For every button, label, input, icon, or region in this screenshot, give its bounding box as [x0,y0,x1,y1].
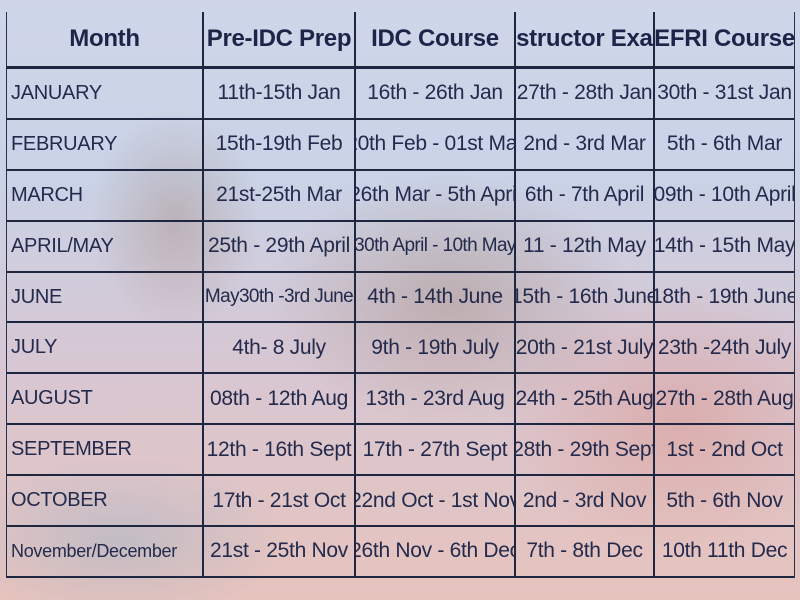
efri-course-cell: 30th - 31st Jan [653,69,794,120]
efri-course-cell: 5th - 6th Nov [653,476,794,528]
instructor-exam-cell: 6th - 7th April [514,170,653,222]
instructor-exam-cell: 7th - 8th Dec [514,527,653,578]
column-header-pre-idc-prep: Pre-IDC Prep [202,12,354,69]
pre-idc-prep-cell: 17th - 21st Oct [202,476,354,528]
pre-idc-prep-cell: May30th -3rd June [202,272,354,324]
month-cell: OCTOBER [7,476,202,528]
pre-idc-prep-cell: 21st - 25th Nov [202,527,354,578]
efri-course-cell: 09th - 10th April [653,170,794,222]
idc-course-cell: 16th - 26th Jan [354,69,514,120]
idc-course-cell: 4th - 14th June [354,272,514,324]
month-cell: SEPTEMBER [7,425,202,477]
idc-course-cell: 26th Mar - 5th April [354,170,514,222]
instructor-exam-cell: 11 - 12th May [514,221,653,273]
pre-idc-prep-cell: 12th - 16th Sept [202,425,354,477]
month-cell: JANUARY [7,69,202,120]
month-cell: JULY [7,323,202,375]
idc-course-cell: 13th - 23rd Aug [354,374,514,426]
efri-course-cell: 5th - 6th Mar [653,119,794,171]
idc-course-cell: 20th Feb - 01st Mar [354,119,514,171]
instructor-exam-cell: 28th - 29th Sept [514,425,653,477]
column-header-efri-course: EFRI Course [653,12,794,69]
instructor-exam-cell: 15th - 16th June [514,272,653,324]
pre-idc-prep-cell: 21st-25th Mar [202,170,354,222]
column-header-month: Month [7,12,202,69]
efri-course-cell: 23th -24th July [653,323,794,375]
instructor-exam-cell: 20th - 21st July [514,323,653,375]
pre-idc-prep-cell: 15th-19th Feb [202,119,354,171]
efri-course-cell: 10th 11th Dec [653,527,794,578]
idc-course-cell: 17th - 27th Sept [354,425,514,477]
month-cell: JUNE [7,273,202,324]
column-header-instructor-exam: Instructor Exam [514,12,653,69]
pre-idc-prep-cell: 08th - 12th Aug [202,374,354,426]
month-cell: November/December [7,527,202,578]
efri-course-cell: 18th - 19th June [653,272,794,324]
month-cell: FEBRUARY [7,120,202,171]
pre-idc-prep-cell: 25th - 29th April [202,221,354,273]
month-cell: AUGUST [7,374,202,426]
efri-course-cell: 27th - 28th Aug [653,374,794,426]
pre-idc-prep-cell: 4th- 8 July [202,323,354,375]
efri-course-cell: 1st - 2nd Oct [653,425,794,477]
idc-course-cell: 30th April - 10th May [354,221,514,273]
instructor-exam-cell: 27th - 28th Jan [514,69,653,120]
instructor-exam-cell: 24th - 25th Aug [514,374,653,426]
course-schedule-table: Month Pre-IDC Prep IDC Course Instructor… [6,12,795,578]
instructor-exam-cell: 2nd - 3rd Nov [514,476,653,528]
instructor-exam-cell: 2nd - 3rd Mar [514,119,653,171]
month-cell: MARCH [7,171,202,222]
pre-idc-prep-cell: 11th-15th Jan [202,69,354,120]
idc-course-cell: 22nd Oct - 1st Nov [354,476,514,528]
column-header-idc-course: IDC Course [354,12,514,69]
month-cell: APRIL/MAY [7,222,202,273]
idc-course-cell: 26th Nov - 6th Dec [354,527,514,578]
idc-course-cell: 9th - 19th July [354,323,514,375]
efri-course-cell: 14th - 15th May [653,221,794,273]
